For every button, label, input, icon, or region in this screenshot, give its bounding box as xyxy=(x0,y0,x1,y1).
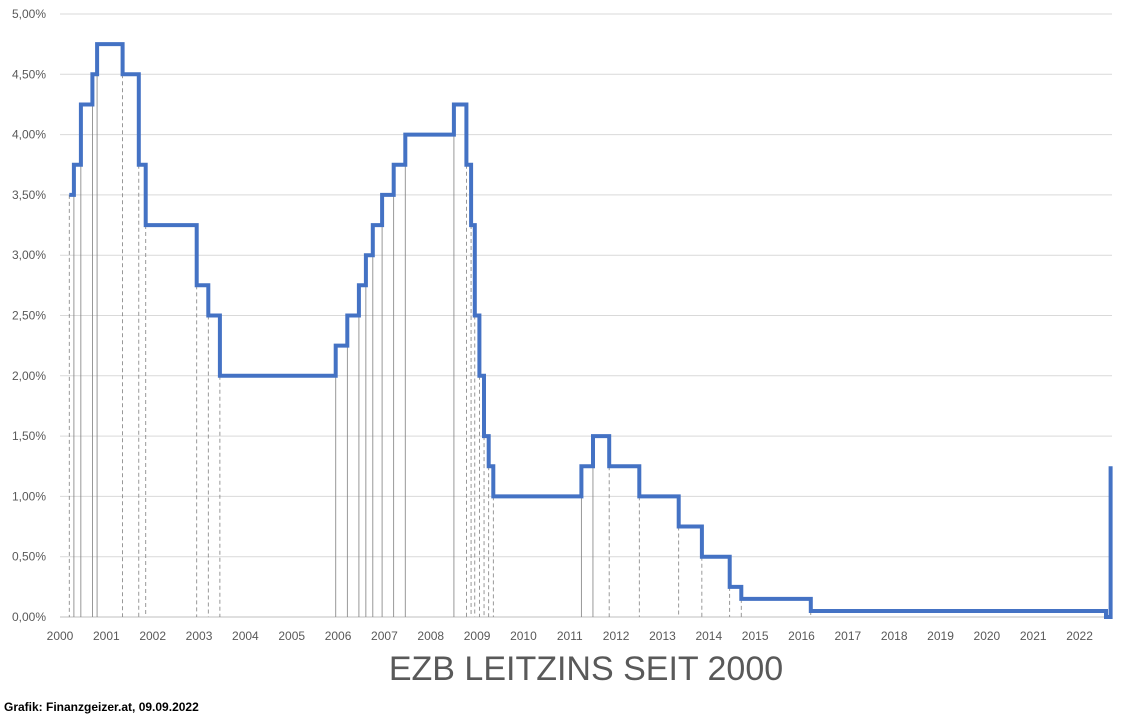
drop-lines xyxy=(69,44,1110,617)
y-tick-label: 1,50% xyxy=(12,429,46,443)
y-tick-label: 4,00% xyxy=(12,128,46,142)
x-tick-label: 2002 xyxy=(139,629,166,643)
y-tick-label: 1,00% xyxy=(12,489,46,503)
x-tick-label: 2012 xyxy=(603,629,630,643)
x-tick-label: 2018 xyxy=(881,629,908,643)
credit-text: Grafik: Finanzgeizer.at, 09.09.2022 xyxy=(4,700,199,714)
x-tick-label: 2000 xyxy=(47,629,74,643)
x-tick-label: 2004 xyxy=(232,629,259,643)
x-tick-label: 2003 xyxy=(186,629,213,643)
series-line xyxy=(69,44,1110,617)
x-tick-label: 2020 xyxy=(974,629,1001,643)
x-tick-label: 2022 xyxy=(1066,629,1093,643)
x-tick-label: 2017 xyxy=(834,629,861,643)
chart-title: EZB LEITZINS SEIT 2000 xyxy=(60,650,1112,689)
y-tick-label: 0,50% xyxy=(12,550,46,564)
x-tick-label: 2011 xyxy=(557,629,583,643)
x-tick-label: 2014 xyxy=(695,629,722,643)
x-tick-label: 2008 xyxy=(417,629,444,643)
x-axis-ticks: 2000 2001 2002 2003 2004 2005 2006 2007 2008 2009… xyxy=(47,629,1094,643)
y-tick-label: 5,00% xyxy=(12,7,46,21)
y-tick-label: 2,50% xyxy=(12,309,46,323)
x-tick-label: 2015 xyxy=(742,629,769,643)
x-tick-label: 2001 xyxy=(93,629,120,643)
y-tick-label: 0,00% xyxy=(12,610,46,624)
x-tick-label: 2019 xyxy=(927,629,954,643)
x-tick-label: 2006 xyxy=(325,629,352,643)
x-tick-label: 2007 xyxy=(371,629,398,643)
y-tick-label: 4,50% xyxy=(12,67,46,81)
x-tick-label: 2010 xyxy=(510,629,537,643)
y-tick-label: 3,50% xyxy=(12,188,46,202)
y-tick-label: 2,00% xyxy=(12,369,46,383)
y-tick-label: 3,00% xyxy=(12,248,46,262)
x-tick-label: 2021 xyxy=(1020,629,1047,643)
x-tick-label: 2013 xyxy=(649,629,676,643)
x-tick-label: 2005 xyxy=(278,629,305,643)
x-tick-label: 2016 xyxy=(788,629,815,643)
y-axis-ticks: 0,00% 0,50% 1,00% 1,50% 2,00% 2,50% 3,00% 3,50%… xyxy=(12,7,46,624)
x-tick-label: 2009 xyxy=(464,629,491,643)
series-layer xyxy=(69,44,1110,617)
